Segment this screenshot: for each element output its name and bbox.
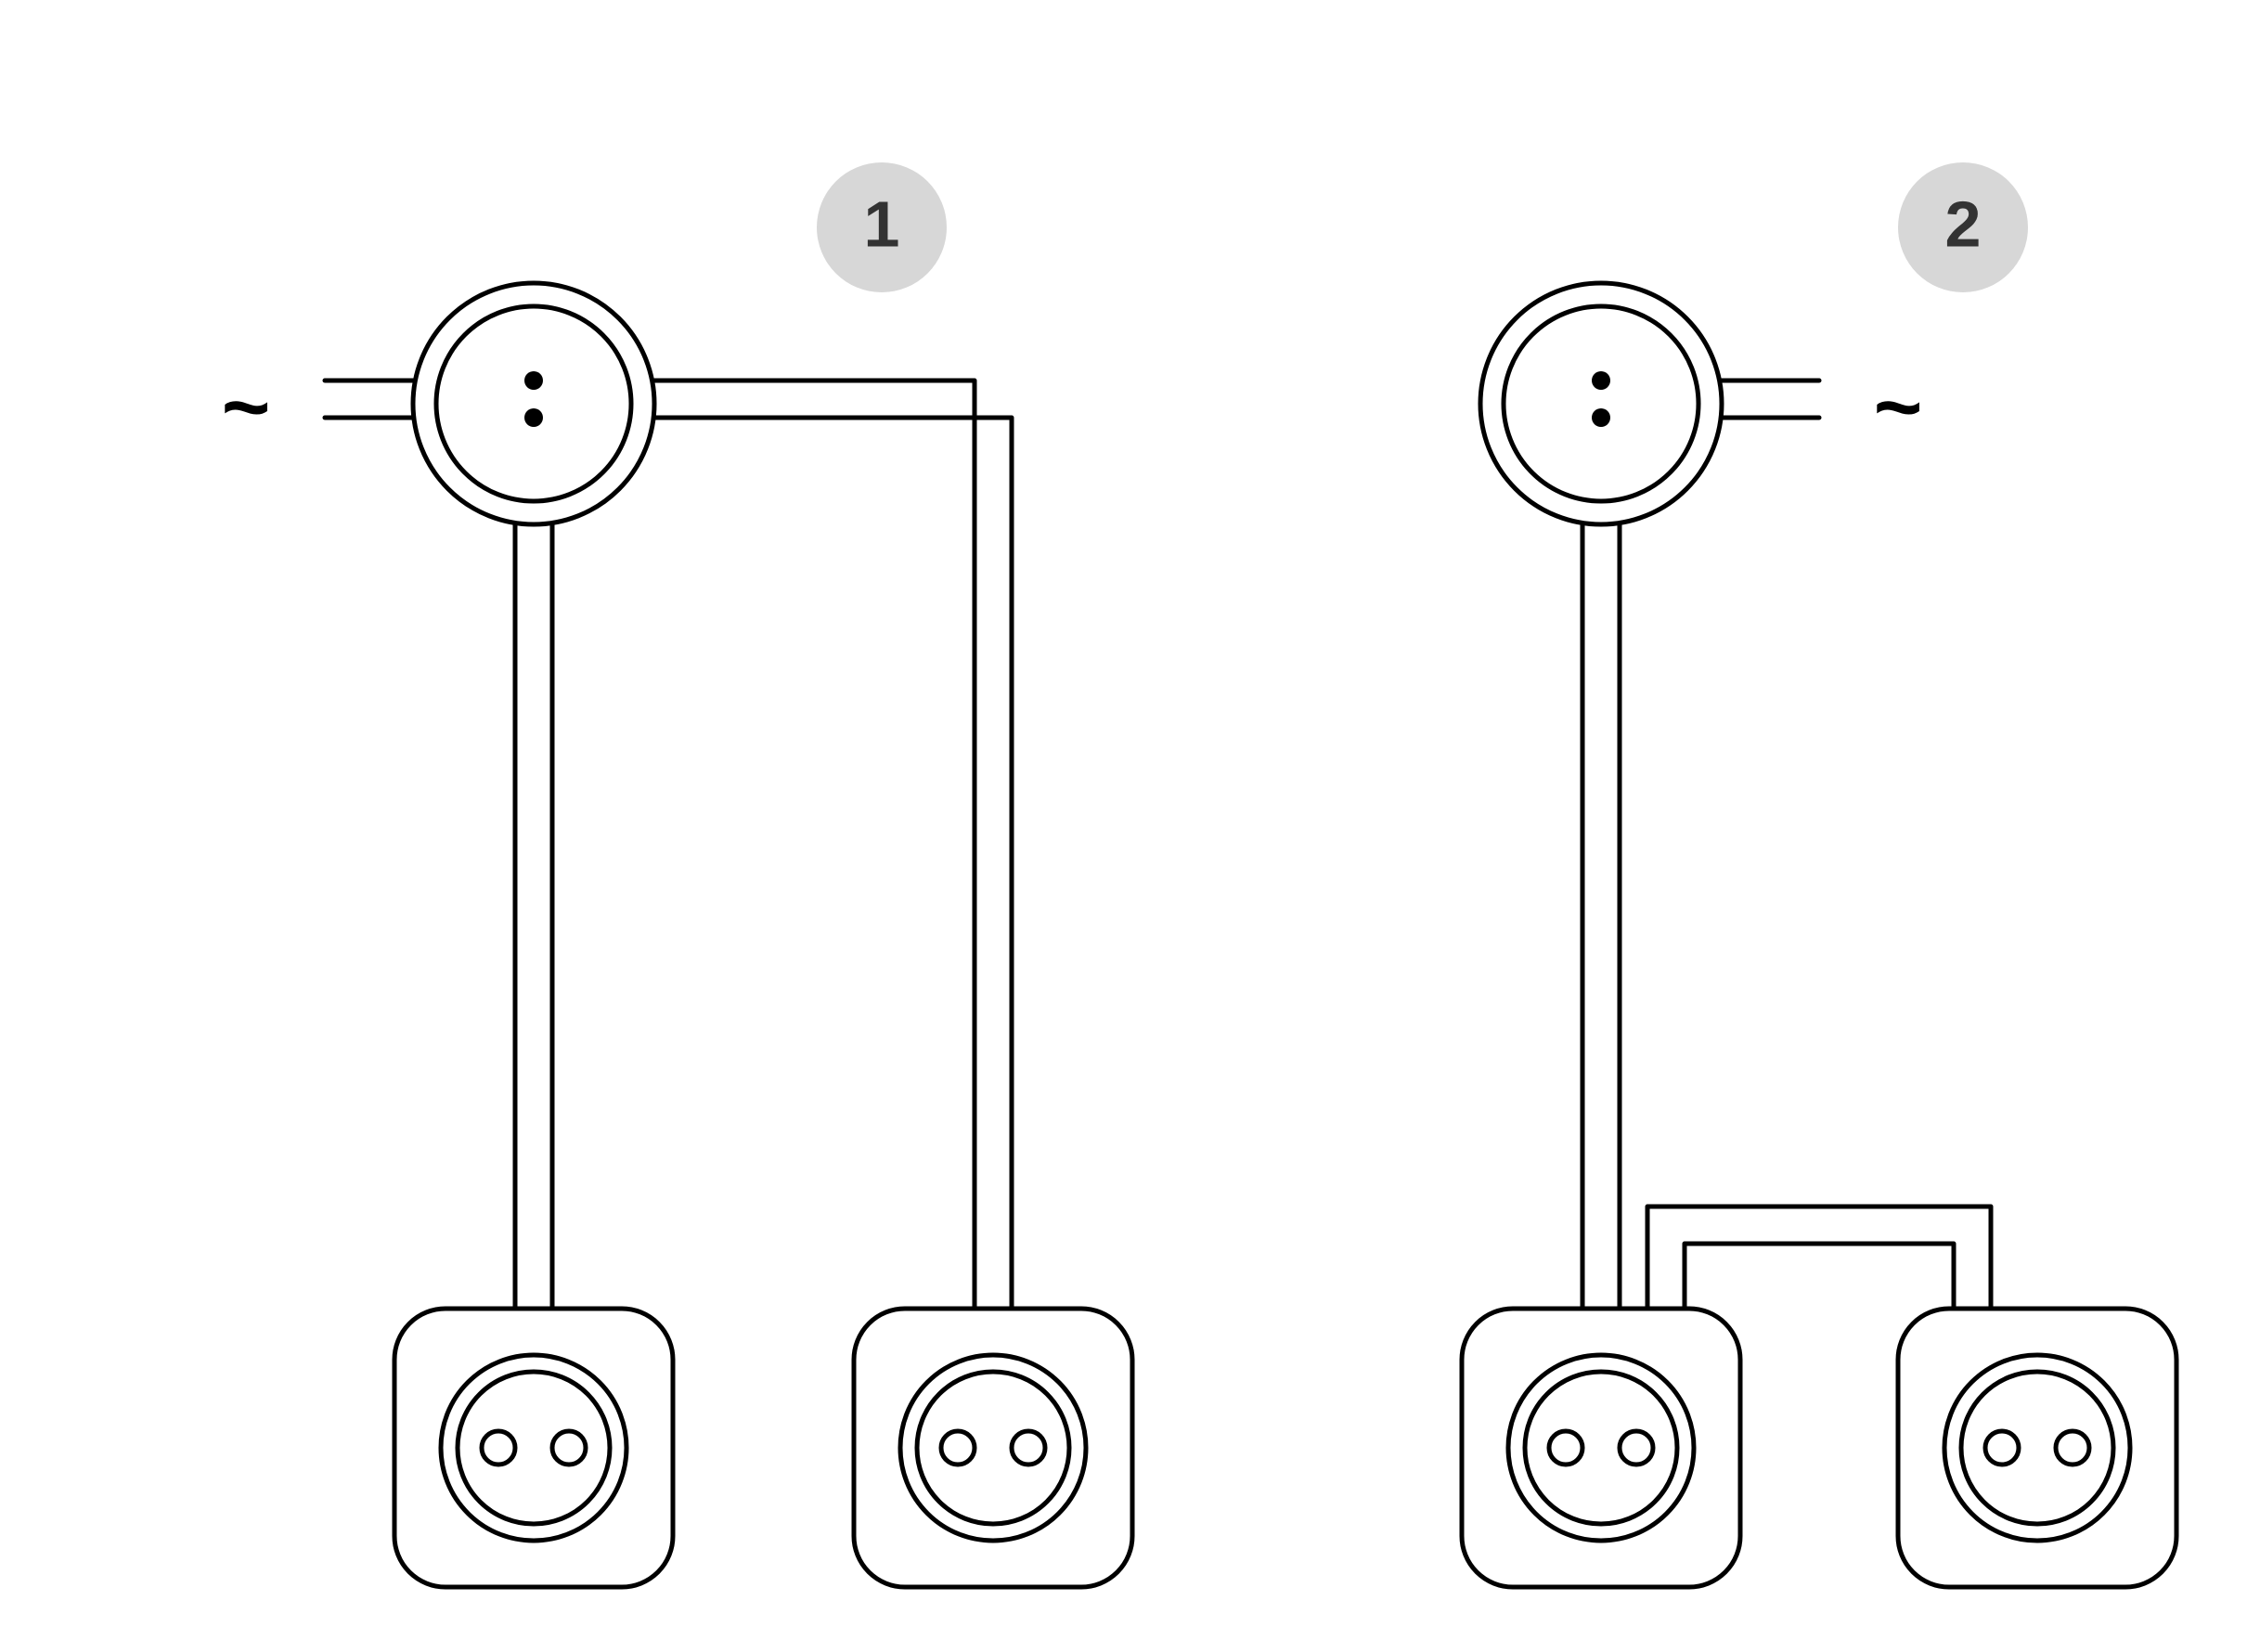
socket-body xyxy=(854,1309,1132,1587)
diagram-badge-label: 1 xyxy=(864,187,900,260)
junction-node-bottom xyxy=(1592,408,1610,427)
socket-body xyxy=(1898,1309,2176,1587)
junction-box-outer xyxy=(1480,283,1722,524)
junction-node-top xyxy=(1592,371,1610,390)
junction-node-bottom xyxy=(524,408,543,427)
drop2-wire-b xyxy=(534,418,1012,1309)
bridge-wire-a xyxy=(1647,1207,1991,1309)
diagram-badge-label: 2 xyxy=(1945,187,1982,260)
ac-source-symbol: ~ xyxy=(222,361,271,454)
junction-node-top xyxy=(524,371,543,390)
wiring-diagram: 1 ~2 ~ xyxy=(0,0,2260,1652)
socket-body xyxy=(394,1309,673,1587)
drop2-wire-a xyxy=(534,381,975,1309)
socket-body xyxy=(1462,1309,1740,1587)
junction-box-outer xyxy=(413,283,654,524)
bridge-wire-b xyxy=(1685,1244,1954,1309)
ac-source-symbol: ~ xyxy=(1874,361,1923,454)
